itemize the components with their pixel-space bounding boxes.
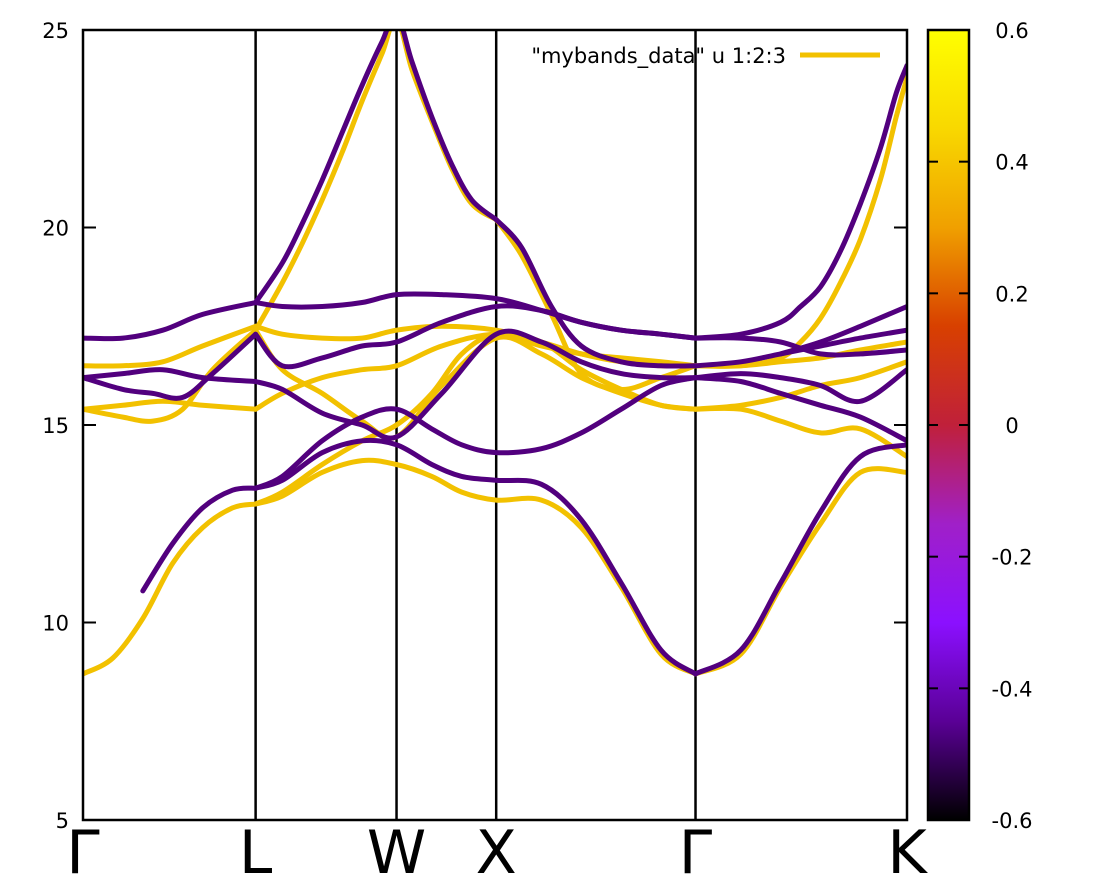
colorbar-tick-label: -0.6 xyxy=(992,809,1033,833)
band-line xyxy=(253,30,499,333)
band-line xyxy=(493,217,698,369)
band-line xyxy=(253,30,499,305)
band-lines xyxy=(83,30,907,677)
band-line xyxy=(83,323,259,369)
kpoint-label: Γ xyxy=(66,818,100,878)
band-line xyxy=(140,485,259,594)
band-line xyxy=(693,466,907,677)
band-line xyxy=(693,405,907,460)
y-tick-label: 25 xyxy=(42,19,69,43)
band-line xyxy=(693,63,907,341)
band-line xyxy=(253,327,698,441)
colorbar: 0.6 0.4 0.2 0 -0.2 -0.4 -0.6 xyxy=(926,19,1032,833)
kpoint-label: Γ xyxy=(679,818,713,878)
band-line xyxy=(253,437,698,677)
y-tick-label: 5 xyxy=(56,809,69,833)
band-line xyxy=(693,375,907,444)
band-line xyxy=(83,300,259,342)
band-line xyxy=(253,331,698,412)
kpoint-lines xyxy=(254,30,697,820)
kpoint-label: X xyxy=(476,818,517,878)
legend: "mybands_data" u 1:2:3 xyxy=(531,44,880,69)
colorbar-tick-label: 0.4 xyxy=(995,151,1028,175)
colorbar-tick-label: 0.6 xyxy=(995,19,1028,43)
band-line xyxy=(693,359,907,412)
band-line xyxy=(253,291,698,341)
band-line xyxy=(83,367,259,384)
band-line xyxy=(253,328,698,441)
band-line xyxy=(83,327,259,424)
y-tick-label: 10 xyxy=(42,612,69,636)
band-line xyxy=(83,331,259,401)
band-line xyxy=(693,367,907,405)
colorbar-tick-label: -0.4 xyxy=(992,677,1033,701)
legend-label: "mybands_data" u 1:2:3 xyxy=(531,44,786,69)
colorbar-tick-label: -0.2 xyxy=(992,546,1033,570)
band-line xyxy=(693,74,907,369)
colorbar-ticks: 0.6 0.4 0.2 0 -0.2 -0.4 -0.6 xyxy=(928,19,1032,833)
colorbar-tick-label: 0.2 xyxy=(995,282,1028,306)
band-line xyxy=(778,304,907,357)
kpoint-label: W xyxy=(367,818,426,878)
band-line xyxy=(693,442,907,677)
band-line xyxy=(253,375,698,491)
y-tick-label: 20 xyxy=(42,217,69,241)
band-line xyxy=(83,501,259,677)
kpoint-label: K xyxy=(887,818,928,878)
band-line xyxy=(83,398,259,412)
y-axis-ticks: 5 10 15 20 25 xyxy=(42,19,907,833)
kpoint-label: L xyxy=(239,818,273,878)
band-line xyxy=(253,457,698,677)
colorbar-tick-label: 0 xyxy=(1005,414,1018,438)
y-tick-label: 15 xyxy=(42,414,69,438)
